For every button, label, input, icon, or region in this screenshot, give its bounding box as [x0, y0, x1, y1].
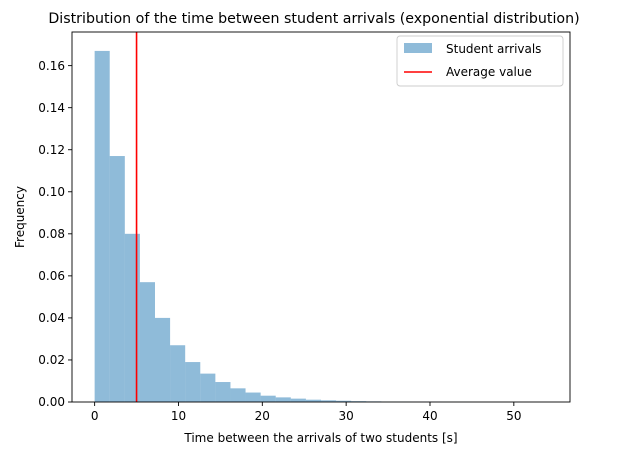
x-tick-label: 0	[91, 409, 99, 423]
legend: Student arrivals Average value	[397, 36, 563, 86]
histogram-bar	[95, 51, 110, 402]
y-tick-label: 0.12	[38, 143, 65, 157]
x-tick-label: 30	[339, 409, 354, 423]
bars-layer	[95, 51, 548, 402]
x-axis-label: Time between the arrivals of two student…	[183, 431, 457, 445]
histogram-bar	[140, 282, 155, 402]
x-tick-label: 20	[255, 409, 270, 423]
x-tick-label: 40	[422, 409, 437, 423]
y-tick-label: 0.00	[38, 395, 65, 409]
y-tick-label: 0.02	[38, 353, 65, 367]
legend-label-average-value: Average value	[446, 65, 532, 79]
y-tick-label: 0.14	[38, 101, 65, 115]
histogram-bar	[261, 396, 276, 402]
histogram-bar	[215, 382, 230, 402]
y-tick-label: 0.06	[38, 269, 65, 283]
legend-label-student-arrivals: Student arrivals	[446, 42, 541, 56]
histogram-bar	[230, 388, 245, 402]
histogram-bar	[246, 393, 261, 402]
histogram-bar	[200, 374, 215, 402]
histogram-bar	[276, 397, 291, 402]
y-axis-label: Frequency	[13, 186, 27, 248]
y-axis-ticks: 0.00 0.02 0.04 0.06 0.08 0.10 0.12 0.14 0.16	[38, 59, 72, 409]
histogram-bar	[155, 318, 170, 402]
histogram-bar	[110, 156, 125, 402]
y-tick-label: 0.10	[38, 185, 65, 199]
y-tick-label: 0.04	[38, 311, 65, 325]
x-tick-label: 10	[171, 409, 186, 423]
y-tick-label: 0.16	[38, 59, 65, 73]
histogram-bar	[170, 345, 185, 402]
legend-swatch-student-arrivals	[404, 43, 432, 53]
histogram-bar	[185, 362, 200, 402]
x-tick-label: 50	[506, 409, 521, 423]
histogram-bar	[291, 399, 306, 402]
chart-title: Distribution of the time between student…	[48, 11, 579, 27]
histogram-bar	[125, 234, 140, 402]
x-axis-ticks: 0 10 20 30 40 50	[91, 402, 522, 423]
y-tick-label: 0.08	[38, 227, 65, 241]
